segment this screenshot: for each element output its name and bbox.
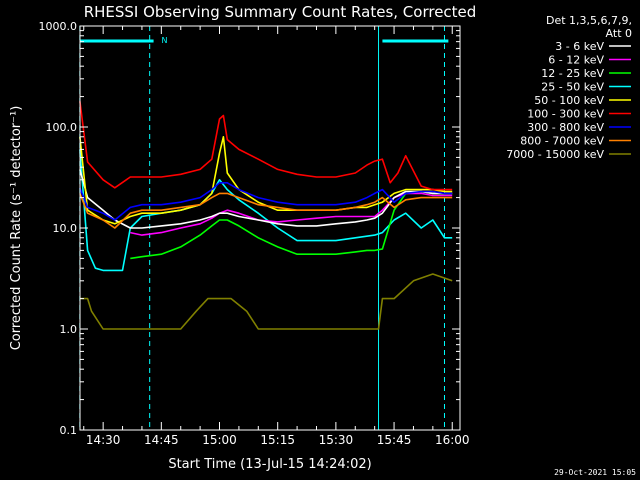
series-line-7 — [79, 182, 453, 221]
series-layer — [79, 101, 453, 330]
y-tick-label: 10.0 — [53, 222, 78, 235]
legend-entry-label: 12 - 25 keV — [541, 67, 604, 80]
x-tick-label: 16:00 — [435, 433, 470, 447]
plot-area: N 0.1 1.0 10.0 100.0 1000.0 14:30 14:45 15:00 15… — [39, 20, 470, 447]
x-axis-label: Start Time (13-Jul-15 14:24:02) — [168, 457, 371, 472]
coverage-flag-label: N — [161, 36, 167, 45]
y-axis-label: Corrected Count Rate (s⁻¹ detector⁻¹) — [9, 106, 24, 351]
legend-entry-label: 300 - 800 keV — [527, 121, 604, 134]
footer-timestamp: 29-Oct-2021 15:05 — [554, 468, 636, 477]
chart-title: RHESSI Observing Summary Count Rates, Co… — [84, 3, 477, 21]
legend-header-line-2: Att 0 — [606, 27, 632, 40]
series-line-1 — [79, 169, 453, 229]
y-tick-label: 0.1 — [60, 424, 78, 437]
y-tick-label: 1.0 — [60, 323, 78, 336]
x-tick-label: 15:15 — [260, 433, 295, 447]
series-line-4 — [79, 149, 453, 272]
legend-header-line-1: Det 1,3,5,6,7,9, — [546, 14, 632, 27]
y-tick-label: 1000.0 — [39, 20, 78, 33]
y-tick-label: 100.0 — [46, 121, 78, 134]
x-tick-label: 15:30 — [319, 433, 354, 447]
series-line-5 — [79, 136, 453, 225]
x-tick-label: 15:45 — [377, 433, 412, 447]
legend-entry-label: 6 - 12 keV — [548, 54, 604, 67]
ticks-layer: 0.1 1.0 10.0 100.0 1000.0 14:30 14:45 15:00 15:1… — [39, 20, 470, 447]
x-tick-label: 14:45 — [144, 433, 179, 447]
x-tick-label: 14:30 — [86, 433, 121, 447]
legend-entry-label: 7000 - 15000 keV — [506, 148, 604, 161]
legend-entry-label: 3 - 6 keV — [555, 40, 604, 53]
series-line-6 — [79, 101, 453, 191]
x-tick-label: 15:00 — [202, 433, 237, 447]
series-line-8 — [79, 192, 453, 229]
series-line-9 — [79, 273, 453, 330]
legend-entry-label: 50 - 100 keV — [534, 94, 604, 107]
legend-entry-label: 800 - 7000 keV — [520, 135, 604, 148]
legend-entry-label: 25 - 50 keV — [541, 81, 604, 94]
legend-entry-label: 100 - 300 keV — [527, 108, 604, 121]
